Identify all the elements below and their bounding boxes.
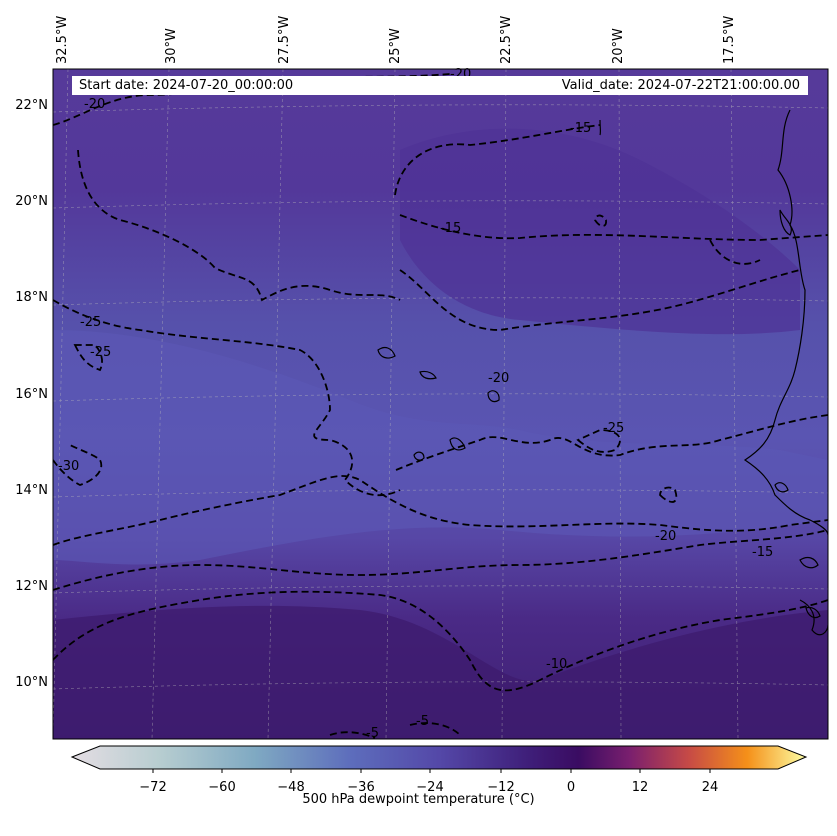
map-frame [52,68,829,740]
start-date: Start date: 2024-07-20_00:00:00 [79,78,294,93]
colorbar-tick-label: −72 [139,780,167,795]
colorbar [70,745,808,773]
lon-label: 27.5°W [277,15,292,64]
contour-label: -20 [488,371,509,386]
colorbar-tick-label: −24 [416,780,444,795]
colorbar-tick-label: 0 [566,780,576,795]
lon-label: 32.5°W [55,15,70,64]
lat-label: 14°N [15,483,48,498]
valid-date: Valid_date: 2024-07-22T21:00:00.00 [561,78,800,93]
contour-lines [53,73,828,739]
colorbar-label: 500 hPa dewpoint temperature (°C) [302,792,535,807]
lat-label: 20°N [15,194,48,209]
graticule [53,69,828,739]
dewpoint-field [53,69,828,739]
date-info-box: Start date: 2024-07-20_00:00:00 Valid_da… [72,76,808,95]
colorbar-tick-label: −60 [208,780,236,795]
lat-label: 18°N [15,290,48,305]
contour-label: -25 [90,345,111,360]
colorbar-tick-label: 24 [701,780,719,795]
contour-label: -15 [570,121,591,136]
colorbar-tick-label: −12 [487,780,515,795]
lon-label: 30°W [164,28,179,64]
colorbar-ticks [152,769,711,773]
lat-label: 12°N [15,579,48,594]
contour-label-group: -20 -20 -15 -15 -25 -25 -20 -25 -30 -20 … [58,67,773,741]
colorbar-tick-label: −48 [277,780,305,795]
contour-label: -20 [655,529,676,544]
contour-label: -25 [603,421,624,436]
contour-label: -5 [416,714,429,729]
contour-label: -5 [366,726,379,741]
contour-label: -15 [752,545,773,560]
contour-label: -30 [58,459,79,474]
contour-label: -20 [84,97,105,112]
contour-label: -10 [546,657,567,672]
lon-label: 22.5°W [499,15,514,64]
contour-label: -15 [440,221,461,236]
lat-label: 22°N [15,98,48,113]
coastline [377,109,828,636]
colorbar-tick-label: −36 [347,780,375,795]
contour-label: -25 [80,315,101,330]
lat-label: 16°N [15,387,48,402]
colorbar-tick-label: 12 [631,780,649,795]
lat-label: 10°N [15,675,48,690]
lon-label: 25°W [388,28,403,64]
lon-label: 17.5°W [722,15,737,64]
lon-label: 20°W [611,28,626,64]
